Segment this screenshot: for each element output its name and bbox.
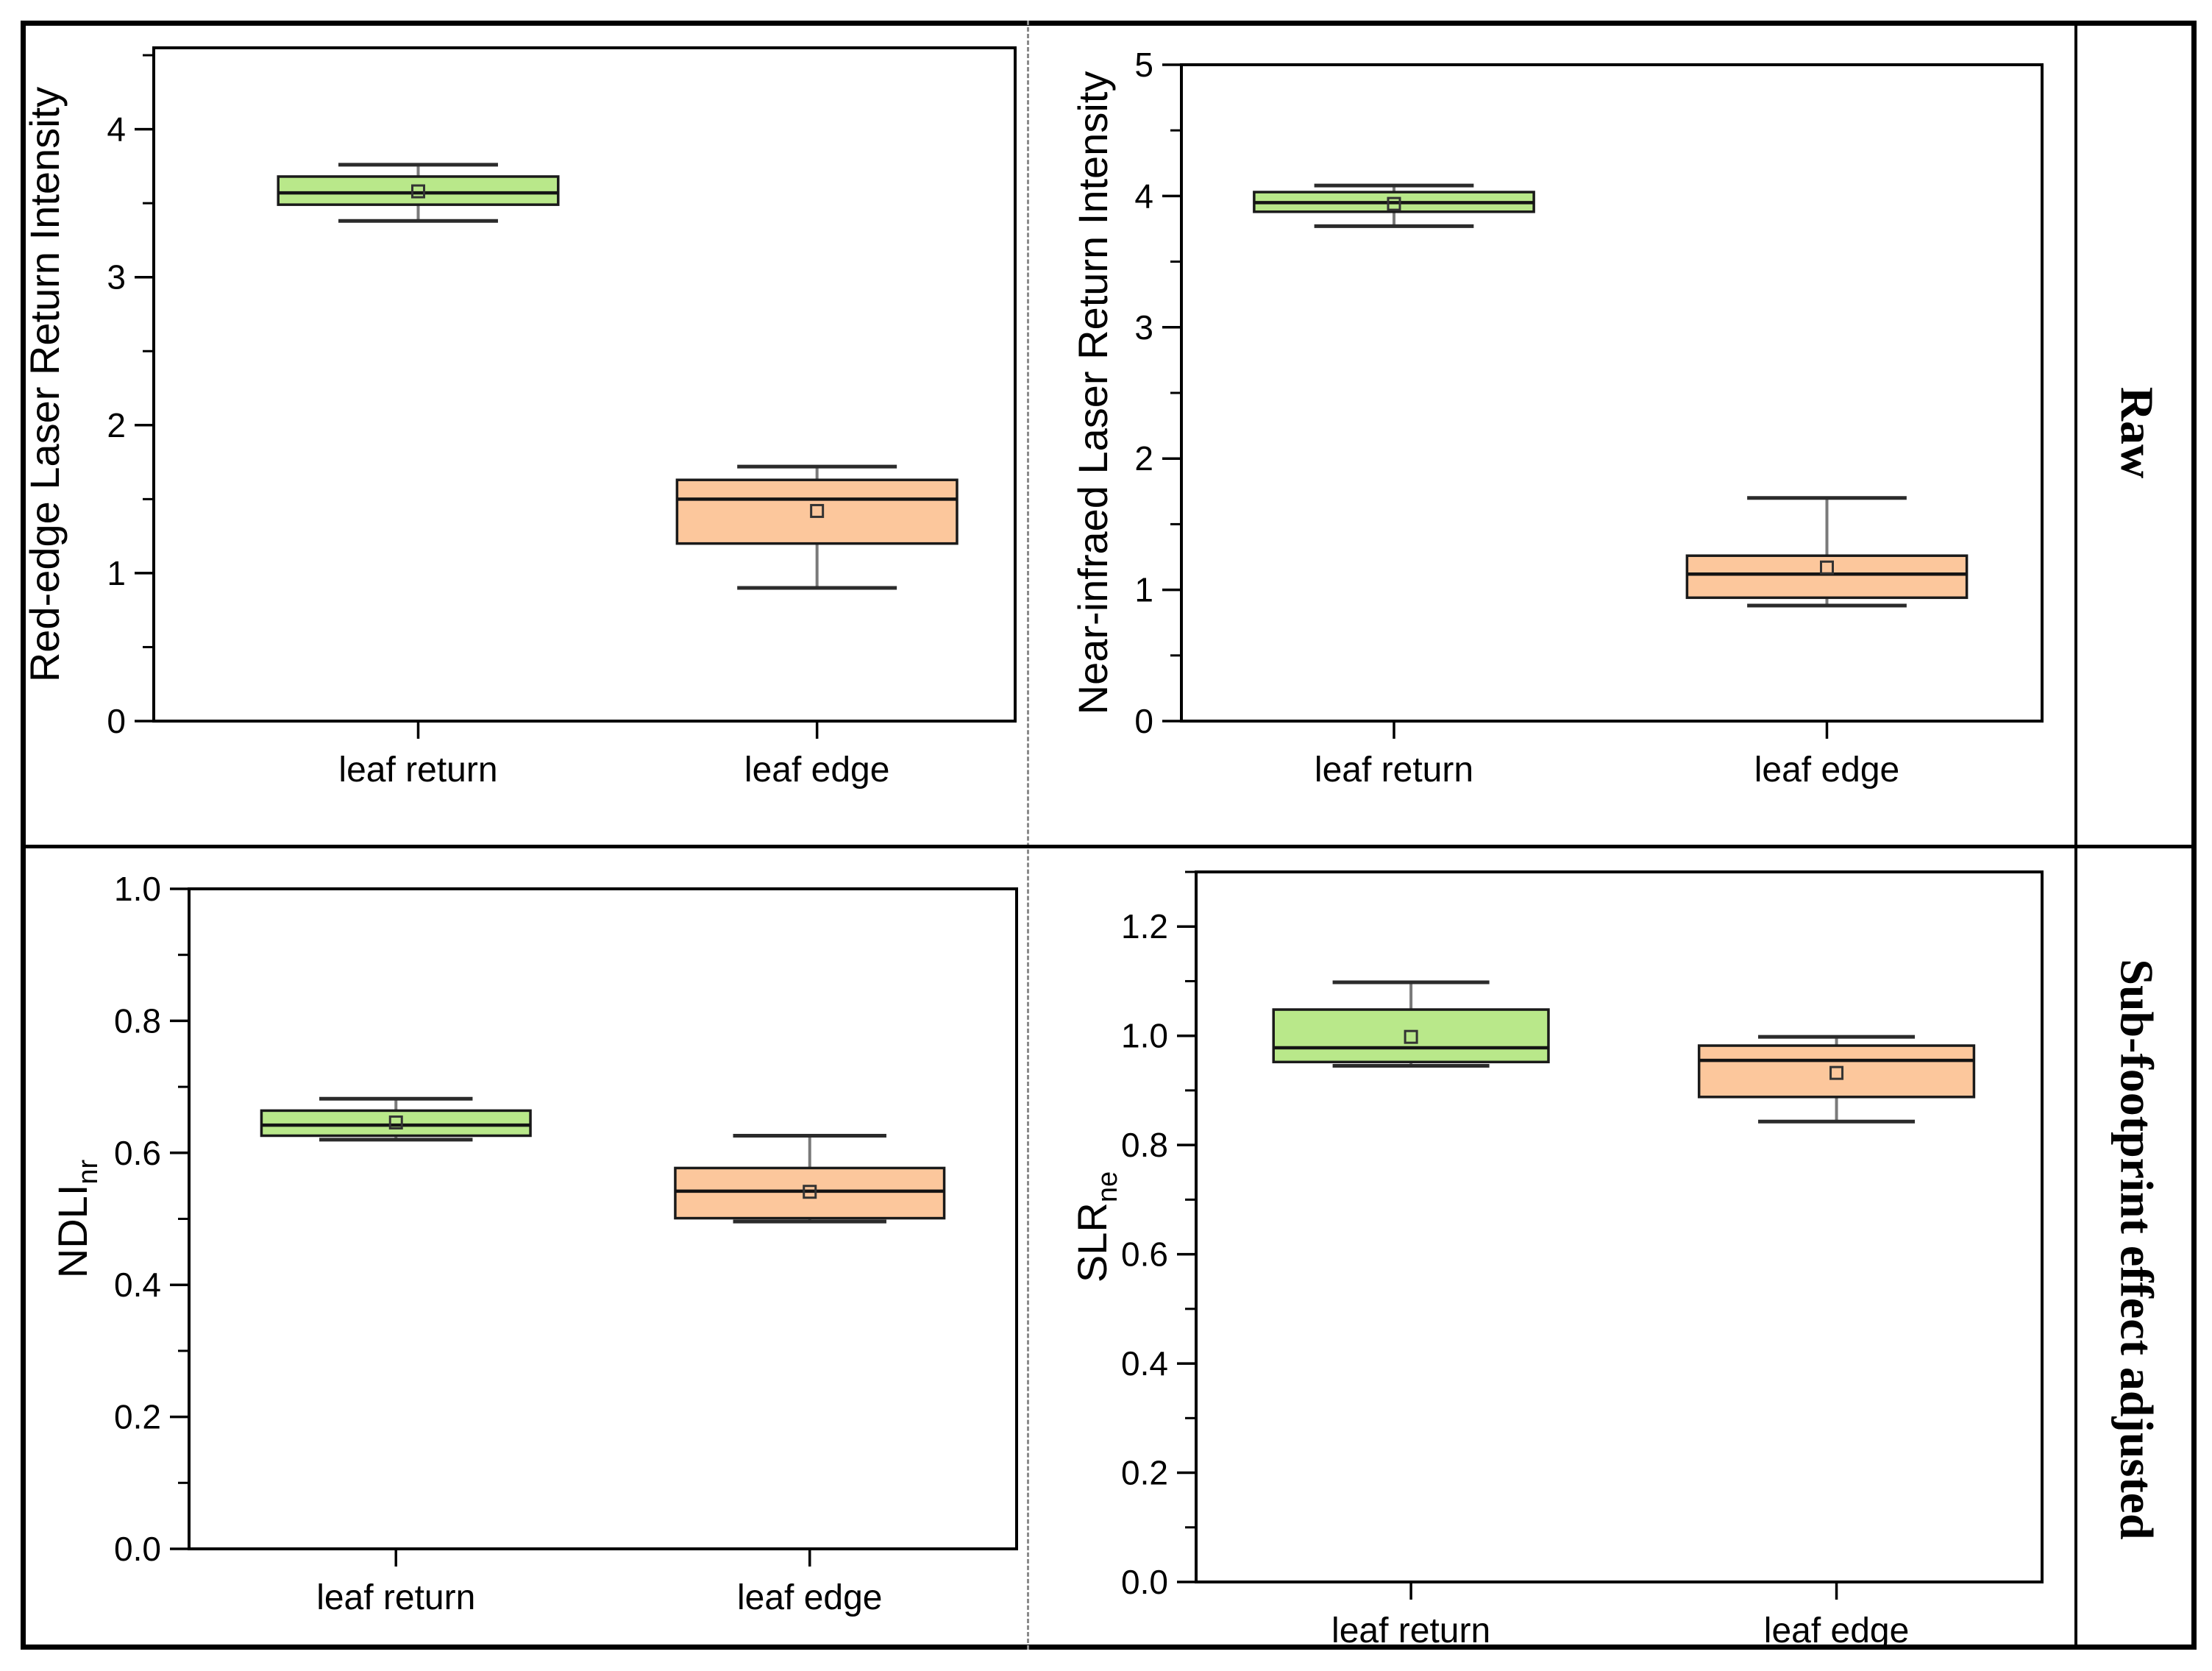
x-category-label: leaf return [338,751,497,790]
label-column-separator [2074,21,2077,1650]
box-leaf-return [277,175,560,206]
plot-slr: 0.0 0.2 0.4 0.6 0.8 1.0 1.2 leaf return leaf edg… [1069,870,2044,1650]
row-label-sub-footprint-adjusted: Sub-footprint effect adjusted [2111,958,2163,1540]
y-tick-label: 0 [107,702,126,740]
y-tick-label: 0.2 [1121,1454,1168,1492]
y-tick-label: 0.4 [114,1266,161,1304]
plot-red-edge-intensity: 0 1 2 3 4 leaf return leaf edge Red-edge Laser … [21,46,1017,790]
y-axis-label: NDLInr [49,1159,104,1278]
y-tick-label: 1.0 [114,870,161,908]
plot-near-infrared-intensity: 0 1 2 3 4 5 leaf return leaf edge Near-infraed L… [1070,46,2044,790]
y-tick-label: 1.0 [1121,1017,1168,1055]
panel-bottom-right: 0.0 0.2 0.4 0.6 0.8 1.0 1.2 leaf return leaf edg… [1028,846,2074,1650]
row-label-cell-adjusted: Sub-footprint effect adjusted [2077,848,2197,1650]
column-divider-dashed-line [1027,21,1029,1650]
mean-marker-leaf-edge [810,503,825,518]
row-divider-line [21,845,2197,848]
box-leaf-edge [1697,1044,1976,1099]
panel-bottom-left: 0.0 0.2 0.4 0.6 0.8 1.0 leaf return leaf edge ND… [21,846,1028,1650]
box-leaf-edge [675,478,959,545]
panel-top-left: 0 1 2 3 4 leaf return leaf edge Red-edge Laser … [21,21,1028,846]
x-category-label: leaf edge [1764,1611,1910,1650]
y-tick-label: 2 [1134,439,1153,478]
mean-marker-leaf-return [388,1115,403,1130]
x-category-label: leaf return [316,1578,475,1617]
figure-outer-border [21,21,2197,1650]
mean-marker-leaf-return [410,184,425,199]
y-axis-label: Red-edge Laser Return Intensity [21,87,68,682]
x-category-label: leaf edge [1754,751,1900,790]
x-category-label: leaf return [1331,1611,1490,1650]
y-tick-label: 0.0 [1121,1563,1168,1601]
mean-marker-leaf-edge [1820,560,1834,575]
y-axis-label: Near-infraed Laser Return Intensity [1070,71,1116,715]
y-tick-label: 5 [1134,46,1153,84]
y-tick-label: 0.6 [114,1134,161,1172]
box-leaf-edge [674,1166,946,1220]
y-tick-label: 0.2 [114,1398,161,1436]
x-category-label: leaf edge [737,1578,883,1617]
y-tick-label: 0.8 [114,1001,161,1040]
plot-frame [152,46,1017,723]
y-tick-label: 1 [1134,571,1153,609]
y-tick-label: 0.6 [1121,1235,1168,1274]
mean-marker-leaf-edge [1829,1065,1844,1080]
y-tick-label: 4 [1134,177,1153,215]
y-tick-label: 4 [107,110,126,149]
plot-ndli: 0.0 0.2 0.4 0.6 0.8 1.0 leaf return leaf edge ND… [49,870,1018,1617]
y-tick-label: 2 [107,406,126,444]
y-tick-label: 3 [1134,308,1153,347]
box-leaf-return [260,1109,532,1138]
y-tick-label: 0.8 [1121,1126,1168,1164]
plot-frame [1180,63,2044,723]
y-tick-label: 3 [107,258,126,297]
x-category-label: leaf edge [744,751,890,790]
mean-marker-leaf-edge [803,1185,817,1199]
x-category-label: leaf return [1315,751,1473,790]
y-tick-label: 0.0 [114,1530,161,1568]
y-tick-label: 1.2 [1121,907,1168,946]
y-tick-label: 1 [107,554,126,592]
y-tick-label: 0.4 [1121,1344,1168,1383]
row-label-raw: Raw [2111,386,2163,479]
plot-frame [1195,870,2044,1583]
mean-marker-leaf-return [1404,1029,1418,1044]
mean-marker-leaf-return [1387,196,1401,211]
y-tick-label: 0 [1134,702,1153,740]
panel-top-right: 0 1 2 3 4 5 leaf return leaf edge Near-infraed L… [1028,21,2074,846]
y-axis-label: SLRne [1069,1171,1123,1282]
box-leaf-return [1272,1008,1550,1064]
row-label-cell-raw: Raw [2077,21,2197,845]
